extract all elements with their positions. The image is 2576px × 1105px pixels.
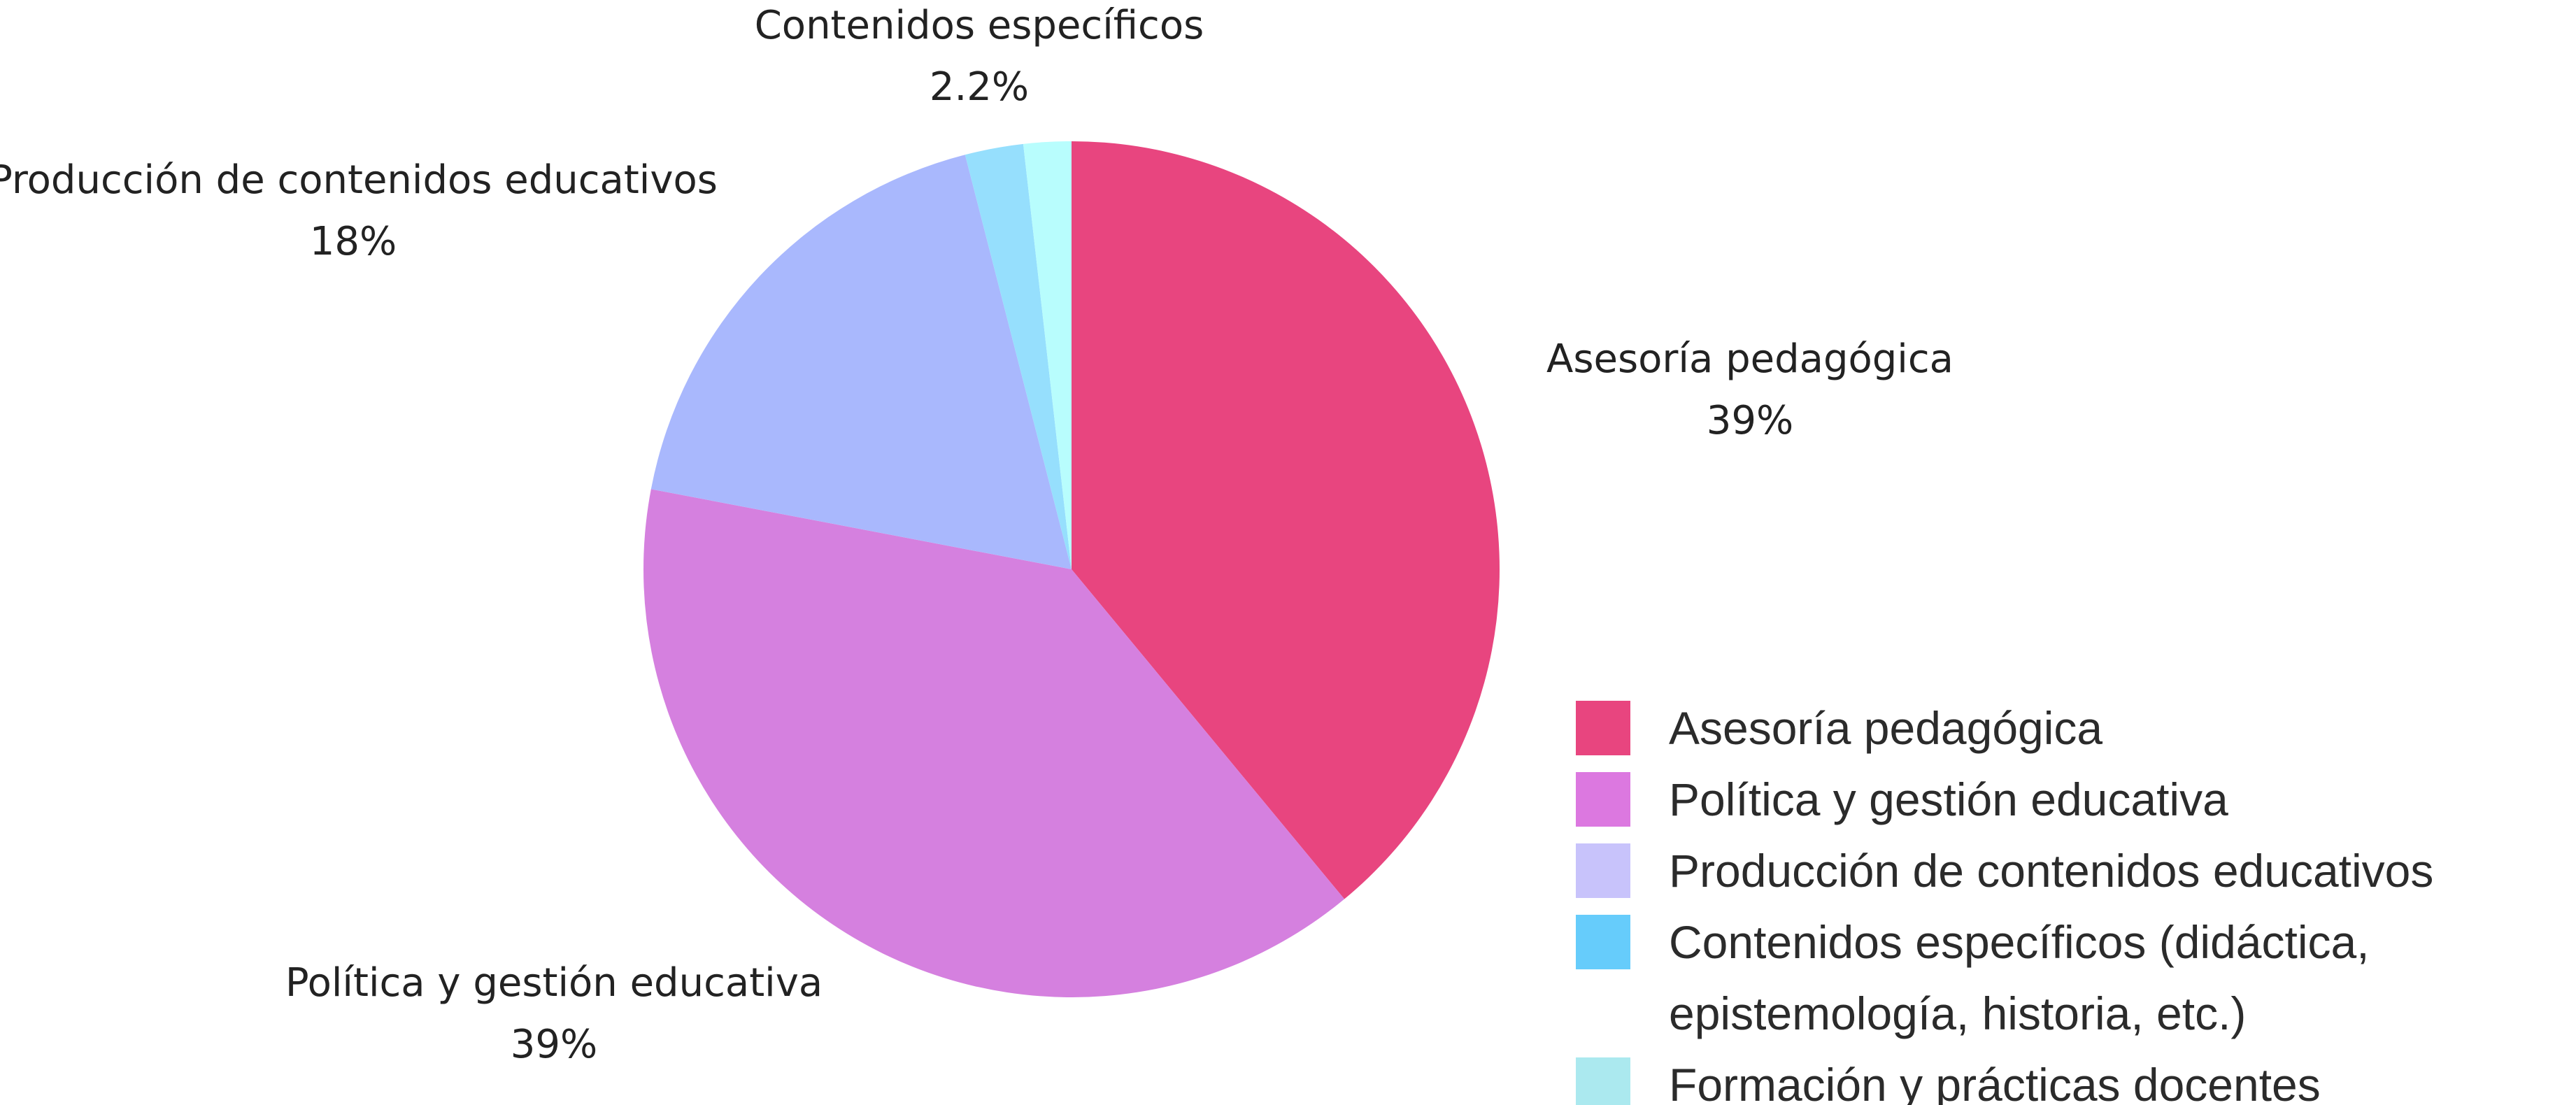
- legend-item: Política y gestión educativa: [1576, 772, 2228, 835]
- slice-label: Contenidos específicos: [755, 3, 1204, 48]
- legend-swatch: [1576, 1057, 1630, 1105]
- legend-swatch: [1576, 915, 1630, 969]
- slice-label: Política y gestión educativa: [285, 960, 823, 1006]
- legend-swatch: [1576, 772, 1630, 827]
- pie-slice: [1023, 141, 1072, 569]
- slice-value-label: 2.2%: [930, 64, 1029, 110]
- legend-label: Contenidos específicos (didáctica, epist…: [1669, 916, 2370, 1039]
- legend-swatch: [1576, 701, 1630, 755]
- legend-label: Producción de contenidos educativos: [1669, 845, 2434, 897]
- legend-swatch: [1576, 843, 1630, 898]
- pie-slice: [643, 489, 1345, 997]
- legend-label: Asesoría pedagógica: [1669, 702, 2103, 754]
- slice-value-label: 18%: [310, 219, 397, 264]
- legend-label: Política y gestión educativa: [1669, 774, 2228, 825]
- pie-slice: [965, 143, 1072, 569]
- slice-value-label: 39%: [511, 1022, 597, 1067]
- pie-slice: [650, 155, 1072, 569]
- slice-label: Asesoría pedagógica: [1546, 336, 1954, 382]
- legend-item: Producción de contenidos educativos: [1576, 843, 2433, 906]
- slice-label: Producción de contenidos educativos: [0, 157, 718, 203]
- legend-item: Contenidos específicos (didáctica, epist…: [1576, 915, 2370, 1049]
- pie-slice: [1072, 141, 1500, 899]
- legend-label: Formación y prácticas docentes: [1669, 1059, 2321, 1105]
- slice-value-label: 39%: [1707, 398, 1793, 443]
- legend-item: Formación y prácticas docentes: [1576, 1057, 2321, 1105]
- legend-item: Asesoría pedagógica: [1576, 701, 2102, 764]
